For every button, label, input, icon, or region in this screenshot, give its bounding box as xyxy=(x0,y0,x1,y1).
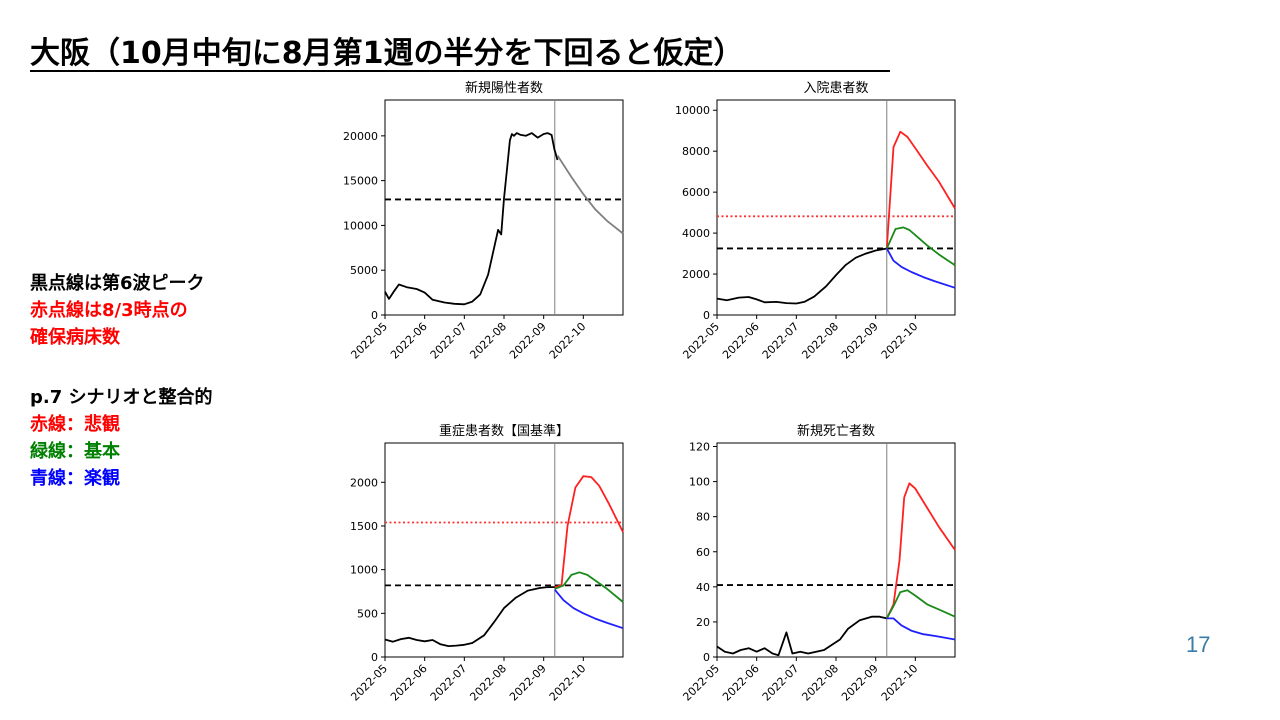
plot-frame xyxy=(716,442,956,658)
y-tick-label: 0 xyxy=(371,651,378,664)
x-tick-label: 2022-06 xyxy=(388,662,430,704)
x-tick-label: 2022-07 xyxy=(760,662,802,704)
chart-title: 新規陽性者数 xyxy=(465,80,543,96)
y-tick-label: 0 xyxy=(703,651,710,664)
title-underline xyxy=(30,70,890,72)
x-tick-label: 2022-07 xyxy=(428,320,470,362)
x-tick-label: 2022-06 xyxy=(720,320,762,362)
x-tick-label: 2022-07 xyxy=(760,320,802,362)
chart-2: 入院患者数02000400060008000100002022-052022-0… xyxy=(675,81,956,362)
y-tick-label: 2000 xyxy=(350,476,378,489)
series-optimistic xyxy=(886,617,956,641)
series-actual xyxy=(716,247,887,305)
series-base xyxy=(885,226,956,266)
x-tick-label: 2022-08 xyxy=(467,320,509,362)
x-tick-label: 2022-09 xyxy=(839,320,881,362)
y-tick-label: 5000 xyxy=(350,264,378,277)
x-tick-label: 2022-08 xyxy=(799,320,841,362)
chart-4: 新規死亡者数0204060801001202022-052022-062022-… xyxy=(680,423,956,704)
x-tick-label: 2022-09 xyxy=(507,320,549,362)
x-tick-label: 2022-10 xyxy=(879,320,921,362)
note-line-3: 確保病床数 xyxy=(30,327,120,348)
note-line-1: 黒点線は第6波ピーク xyxy=(30,273,205,294)
page-number: 17 xyxy=(1186,632,1211,657)
x-tick-label: 2022-09 xyxy=(839,662,881,704)
x-tick-label: 2022-05 xyxy=(680,320,722,362)
y-tick-label: 40 xyxy=(696,581,710,594)
x-tick-label: 2022-10 xyxy=(547,320,589,362)
series-optimistic xyxy=(554,589,624,630)
y-tick-label: 10000 xyxy=(675,104,710,117)
y-tick-label: 6000 xyxy=(682,186,710,199)
scenario-pessimistic: 赤線：悲観 xyxy=(30,414,120,435)
y-tick-label: 1500 xyxy=(350,520,378,533)
plot-frame xyxy=(384,442,624,658)
x-tick-label: 2022-07 xyxy=(428,662,470,704)
scenario-legend: p.7 シナリオと整合的 赤線：悲観 緑線：基本 青線：楽観 xyxy=(30,384,213,492)
x-tick-label: 2022-09 xyxy=(507,662,549,704)
x-tick-label: 2022-05 xyxy=(680,662,722,704)
scenario-header: p.7 シナリオと整合的 xyxy=(30,387,213,408)
y-tick-label: 20 xyxy=(696,616,710,629)
chart-title: 新規死亡者数 xyxy=(797,423,875,439)
series-pessimistic xyxy=(885,130,956,249)
series-actual xyxy=(384,586,555,647)
series-pessimistic xyxy=(885,482,956,619)
chart-1: 新規陽性者数 0 5000 10000 15000 20000 2022-052022-06… xyxy=(343,80,624,362)
series-actual xyxy=(384,132,559,306)
chart-3: 重症患者数【国基準】 0 500 1000 1500 2000 2022-052022-06… xyxy=(348,423,624,704)
y-tick-label: 100 xyxy=(689,476,710,489)
y-tick-label: 8000 xyxy=(682,145,710,158)
scenario-base: 緑線：基本 xyxy=(30,441,120,462)
series-optimistic xyxy=(886,248,956,289)
x-tick-label: 2022-05 xyxy=(348,662,390,704)
x-tick-label: 2022-06 xyxy=(720,662,762,704)
series-base xyxy=(886,589,956,619)
x-tick-label: 2022-10 xyxy=(879,662,921,704)
chart-title: 重症患者数【国基準】 xyxy=(439,423,569,439)
y-tick-label: 15000 xyxy=(343,175,378,188)
x-tick-label: 2022-06 xyxy=(388,320,430,362)
plot-frame xyxy=(716,99,956,316)
x-tick-label: 2022-05 xyxy=(348,320,390,362)
y-tick-label: 500 xyxy=(357,607,378,620)
series-pessimistic xyxy=(554,475,624,588)
note-line-2: 赤点線は8/3時点の xyxy=(30,300,188,321)
scenario-optimistic: 青線：楽観 xyxy=(30,468,120,489)
y-tick-label: 4000 xyxy=(682,227,710,240)
y-tick-label: 120 xyxy=(689,441,710,454)
y-tick-label: 10000 xyxy=(343,219,378,232)
series-base xyxy=(554,571,624,603)
y-tick-label: 1000 xyxy=(350,564,378,577)
series-actual xyxy=(716,615,888,657)
threshold-notes: 黒点線は第6波ピーク 赤点線は8/3時点の 確保病床数 xyxy=(30,270,205,351)
x-tick-label: 2022-08 xyxy=(467,662,509,704)
y-tick-label: 0 xyxy=(703,309,710,322)
y-tick-label: 0 xyxy=(371,309,378,322)
y-tick-label: 80 xyxy=(696,511,710,524)
x-tick-label: 2022-10 xyxy=(547,662,589,704)
y-tick-label: 20000 xyxy=(343,130,378,143)
series-projection xyxy=(556,155,624,235)
y-tick-label: 2000 xyxy=(682,268,710,281)
x-tick-label: 2022-08 xyxy=(799,662,841,704)
chart-title: 入院患者数 xyxy=(803,81,868,96)
y-tick-label: 60 xyxy=(696,546,710,559)
slide-title: 大阪（10月中旬に8月第1週の半分を下回ると仮定） xyxy=(30,36,744,71)
